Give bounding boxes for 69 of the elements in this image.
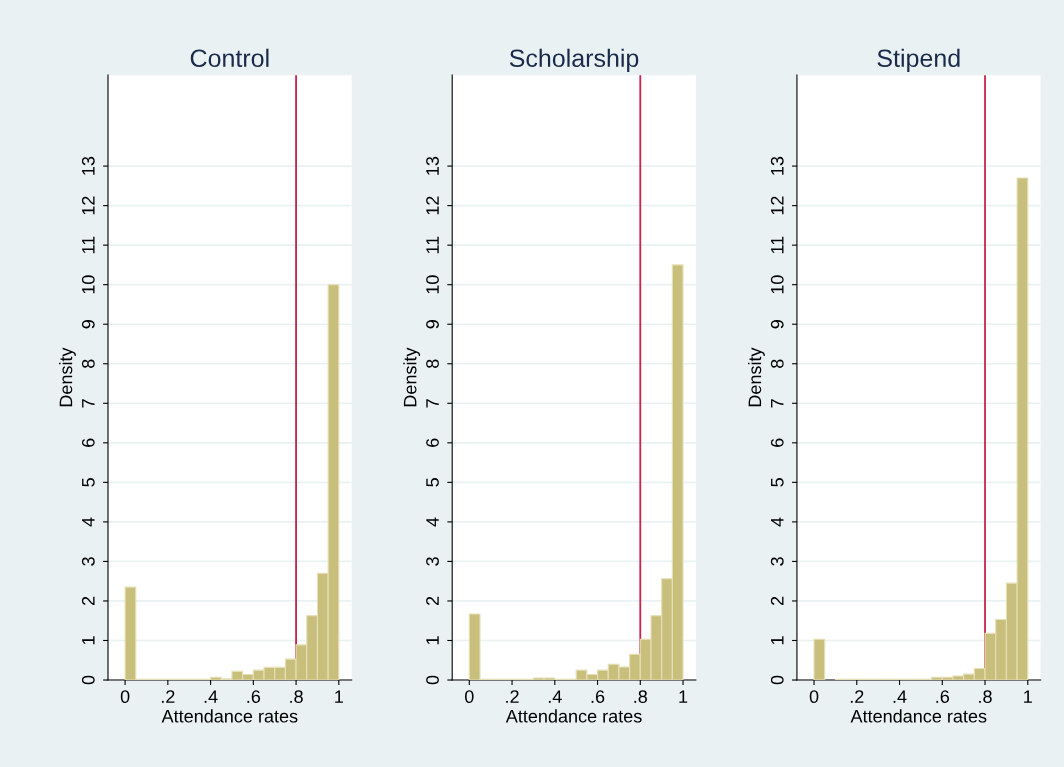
x-tick-label: .6	[591, 690, 605, 704]
y-axis-title: Density	[403, 347, 421, 407]
chart-title: Control	[190, 48, 269, 68]
y-tick-label: 6	[81, 438, 95, 447]
y-tick-label: 4	[771, 517, 784, 527]
x-tick-label: .2	[506, 690, 519, 703]
y-axis-title: Density	[59, 347, 76, 407]
y-tick-label: 5	[82, 478, 95, 487]
x-tick-label: .4	[893, 690, 907, 703]
x-tick-label: .8	[634, 690, 648, 704]
y-tick-label: 11	[426, 236, 439, 254]
y-tick-label: 3	[770, 557, 784, 566]
y-tick-label: 3	[426, 557, 439, 566]
y-tick-label: 10	[770, 275, 784, 294]
y-tick-label: 1	[426, 636, 439, 645]
chart-title: Scholarship	[509, 48, 639, 73]
y-tick-label: 1	[771, 636, 784, 645]
y-tick-label: 10	[426, 275, 439, 294]
x-tick-label: .4	[548, 690, 562, 703]
x-tick-label: 0	[120, 690, 130, 704]
y-tick-label: 11	[82, 236, 95, 254]
y-tick-label: 8	[81, 359, 95, 368]
y-tick-label: 5	[771, 478, 784, 487]
x-tick-label: 0	[464, 690, 474, 704]
x-tick-label: .6	[936, 690, 950, 704]
y-tick-label: 9	[426, 320, 439, 329]
y-tick-label: 2	[426, 596, 439, 606]
x-tick-label: .2	[161, 690, 175, 703]
y-tick-label: 3	[81, 557, 95, 566]
x-tick-label: .6	[247, 690, 261, 704]
x-axis-title: Attendance rates	[850, 709, 987, 723]
x-tick-label: 1	[679, 690, 688, 703]
y-tick-label: 8	[770, 359, 784, 368]
y-tick-label: 11	[771, 236, 784, 254]
x-tick-label: 0	[809, 690, 819, 704]
y-tick-label: 6	[770, 438, 784, 447]
y-tick-label: 10	[81, 275, 95, 294]
x-tick-label: .8	[979, 690, 992, 704]
y-tick-label: 8	[426, 359, 439, 368]
x-tick-label: .2	[850, 690, 864, 703]
y-tick-label: 9	[81, 320, 95, 329]
y-tick-label: 6	[426, 438, 439, 447]
y-tick-label: 2	[81, 596, 95, 606]
y-tick-label: 0	[426, 675, 439, 685]
y-tick-label: 12	[81, 196, 95, 215]
y-tick-label: 4	[82, 517, 95, 527]
y-tick-label: 7	[426, 399, 439, 408]
y-tick-label: 12	[426, 196, 439, 215]
x-axis-title: Attendance rates	[161, 709, 298, 723]
y-tick-label: 4	[426, 517, 439, 527]
y-tick-label: 7	[82, 399, 95, 408]
y-tick-label: 0	[81, 675, 95, 685]
x-tick-label: .4	[204, 690, 218, 703]
x-axis-title: Attendance rates	[505, 709, 642, 723]
y-axis-title: Density	[748, 347, 765, 407]
y-tick-label: 0	[770, 675, 784, 685]
y-tick-label: 7	[771, 399, 784, 408]
x-tick-label: .8	[290, 690, 303, 704]
y-tick-label: 9	[770, 320, 784, 329]
x-tick-label: 1	[335, 690, 343, 703]
y-tick-label: 13	[770, 156, 784, 175]
y-tick-label: 5	[426, 478, 439, 487]
y-tick-label: 2	[770, 596, 784, 606]
y-tick-label: 13	[426, 156, 439, 175]
y-tick-label: 13	[81, 156, 95, 175]
chart-title: Stipend	[877, 48, 960, 73]
y-tick-label: 12	[770, 196, 784, 215]
y-tick-label: 1	[82, 636, 95, 645]
x-tick-label: 1	[1024, 690, 1032, 703]
